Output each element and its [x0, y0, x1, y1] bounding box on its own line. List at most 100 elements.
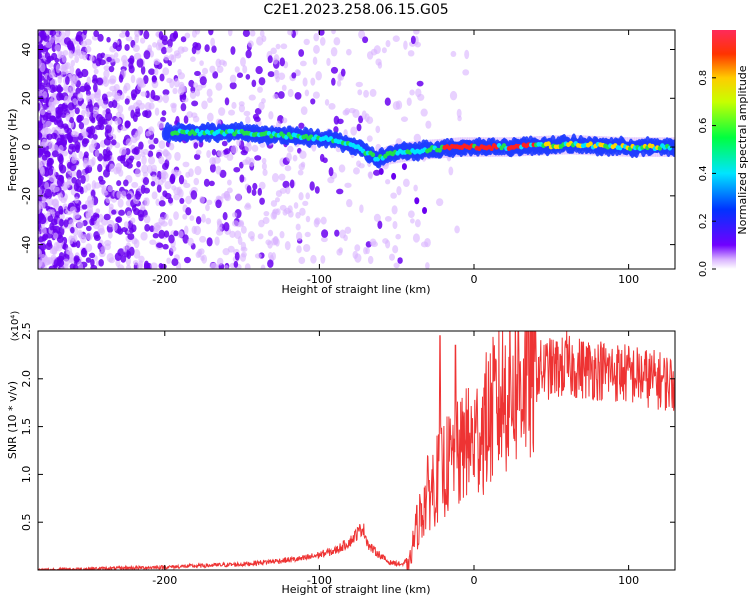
spectrogram-cell — [160, 195, 165, 202]
spectrogram-cell — [182, 161, 190, 168]
spectrogram-cell — [333, 126, 339, 134]
spectrogram-cell — [49, 222, 55, 231]
spectrogram-cell — [81, 131, 89, 137]
spectrogram-cell — [412, 233, 420, 243]
spectrogram-cell — [117, 264, 125, 269]
spectrogram-cell — [62, 181, 69, 191]
spectrogram-cell — [416, 80, 424, 87]
spectrogram-cell — [331, 77, 336, 86]
spectrogram-cell — [272, 208, 279, 214]
spectrogram-band-cell — [671, 139, 675, 157]
spectrogram-cell — [79, 85, 87, 93]
spectrogram-cell — [391, 172, 397, 180]
spectrogram-cell — [72, 212, 81, 219]
spectrogram-cell — [166, 257, 171, 264]
spectrogram-cell — [254, 155, 262, 161]
spectrogram-cell — [133, 249, 141, 259]
spectrogram-cell — [209, 262, 217, 269]
spectrogram-cell — [425, 120, 432, 129]
spectrogram-cell — [94, 149, 100, 158]
spectrogram-cell — [239, 174, 245, 183]
spectrogram-cell — [245, 156, 251, 165]
spectrogram-cell — [80, 102, 87, 110]
spectrogram-cell — [38, 131, 43, 141]
spectrogram-cell — [113, 52, 119, 59]
spectrogram-cell — [294, 91, 302, 100]
snr-x-tick-label: 100 — [618, 574, 639, 587]
spectrogram-cell — [38, 91, 43, 97]
spectrogram-cell — [321, 229, 329, 238]
spectrogram-cell — [267, 229, 274, 237]
spectrogram-cell — [199, 235, 207, 243]
colorbar-tick-label: 0.6 — [698, 118, 709, 134]
spectrogram-cell — [111, 223, 118, 232]
spectrogram-cell — [236, 72, 244, 78]
spectrogram-cell — [125, 256, 131, 266]
spectrogram-cell — [114, 252, 122, 262]
spectrogram-cell — [303, 244, 311, 253]
spectrogram-cell — [209, 163, 216, 173]
spectrogram-cell — [338, 247, 343, 254]
spectrogram-cell — [82, 117, 90, 126]
spectrogram-cell — [38, 200, 42, 210]
spectrogram-cell — [407, 210, 415, 218]
spectrogram-cell — [205, 204, 210, 212]
spectrogram-cell — [169, 78, 175, 89]
spectrogram-cell — [251, 144, 259, 152]
spectrogram-cell — [58, 92, 63, 99]
spectrogram-cell — [135, 190, 142, 200]
spectrogram-cell — [56, 84, 62, 94]
spectrogram-cell — [61, 54, 67, 63]
spectrogram-cell — [109, 85, 117, 92]
spectrogram-cell — [397, 257, 403, 264]
spectrogram-cell — [62, 150, 68, 157]
spectrogram-cell — [353, 167, 360, 175]
spectrogram-cell — [182, 234, 189, 244]
spectrogram-cell — [257, 86, 263, 93]
spectrogram-cell — [378, 167, 384, 175]
spectrogram-cell — [177, 72, 186, 80]
spectrogram-cell — [117, 228, 124, 235]
spectrogram-cell — [102, 77, 110, 87]
spectrogram-cell — [117, 104, 124, 114]
spectrogram-cell — [226, 153, 234, 161]
spectrogram-cell — [98, 250, 106, 258]
figure-title: C2E1.2023.258.06.15.G05 — [263, 2, 448, 18]
spectrogram-cell — [142, 110, 149, 118]
spectrogram-cell — [42, 91, 48, 99]
spectrogram-cell — [83, 157, 90, 166]
spectrogram-cell — [64, 62, 71, 70]
spectrogram-cell — [171, 103, 177, 114]
spectrogram-cell — [271, 173, 279, 183]
spectrogram-cell — [157, 120, 165, 129]
spectrogram-cell — [118, 74, 124, 83]
spectrogram-cell — [229, 82, 237, 90]
spectrogram-cell — [101, 103, 108, 109]
spectrogram-cell — [143, 260, 149, 269]
spectrogram-cell — [148, 144, 156, 150]
spectrogram-cell — [38, 52, 42, 59]
spectrogram-cell — [143, 197, 148, 206]
spectrogram-cell — [128, 155, 135, 161]
spectrogram-cell — [259, 142, 266, 148]
spectrogram-cell — [161, 110, 167, 116]
spectrogram-cell — [68, 50, 74, 59]
spectrogram-cell — [101, 93, 108, 102]
spectrogram-cell — [464, 49, 470, 60]
spectrogram-cell — [51, 150, 59, 158]
spectrogram-cell — [89, 125, 96, 135]
spectrogram-cell — [363, 89, 369, 98]
spectrogram-cell — [152, 95, 161, 101]
spectrogram-cell — [208, 180, 215, 187]
spectrogram-cell — [89, 218, 95, 226]
spectrogram-cell — [127, 233, 135, 240]
spectrogram-cell — [279, 57, 285, 67]
spectrogram-cell — [208, 30, 214, 36]
spectrogram-cell — [162, 243, 169, 250]
spectrogram-cell — [178, 81, 185, 90]
spectrogram-cell — [216, 257, 224, 266]
spectrogram-cell — [251, 79, 257, 88]
spectrogram-cell — [48, 37, 55, 44]
spectrogram-cell — [55, 241, 64, 249]
spectrogram-cell — [100, 245, 107, 252]
